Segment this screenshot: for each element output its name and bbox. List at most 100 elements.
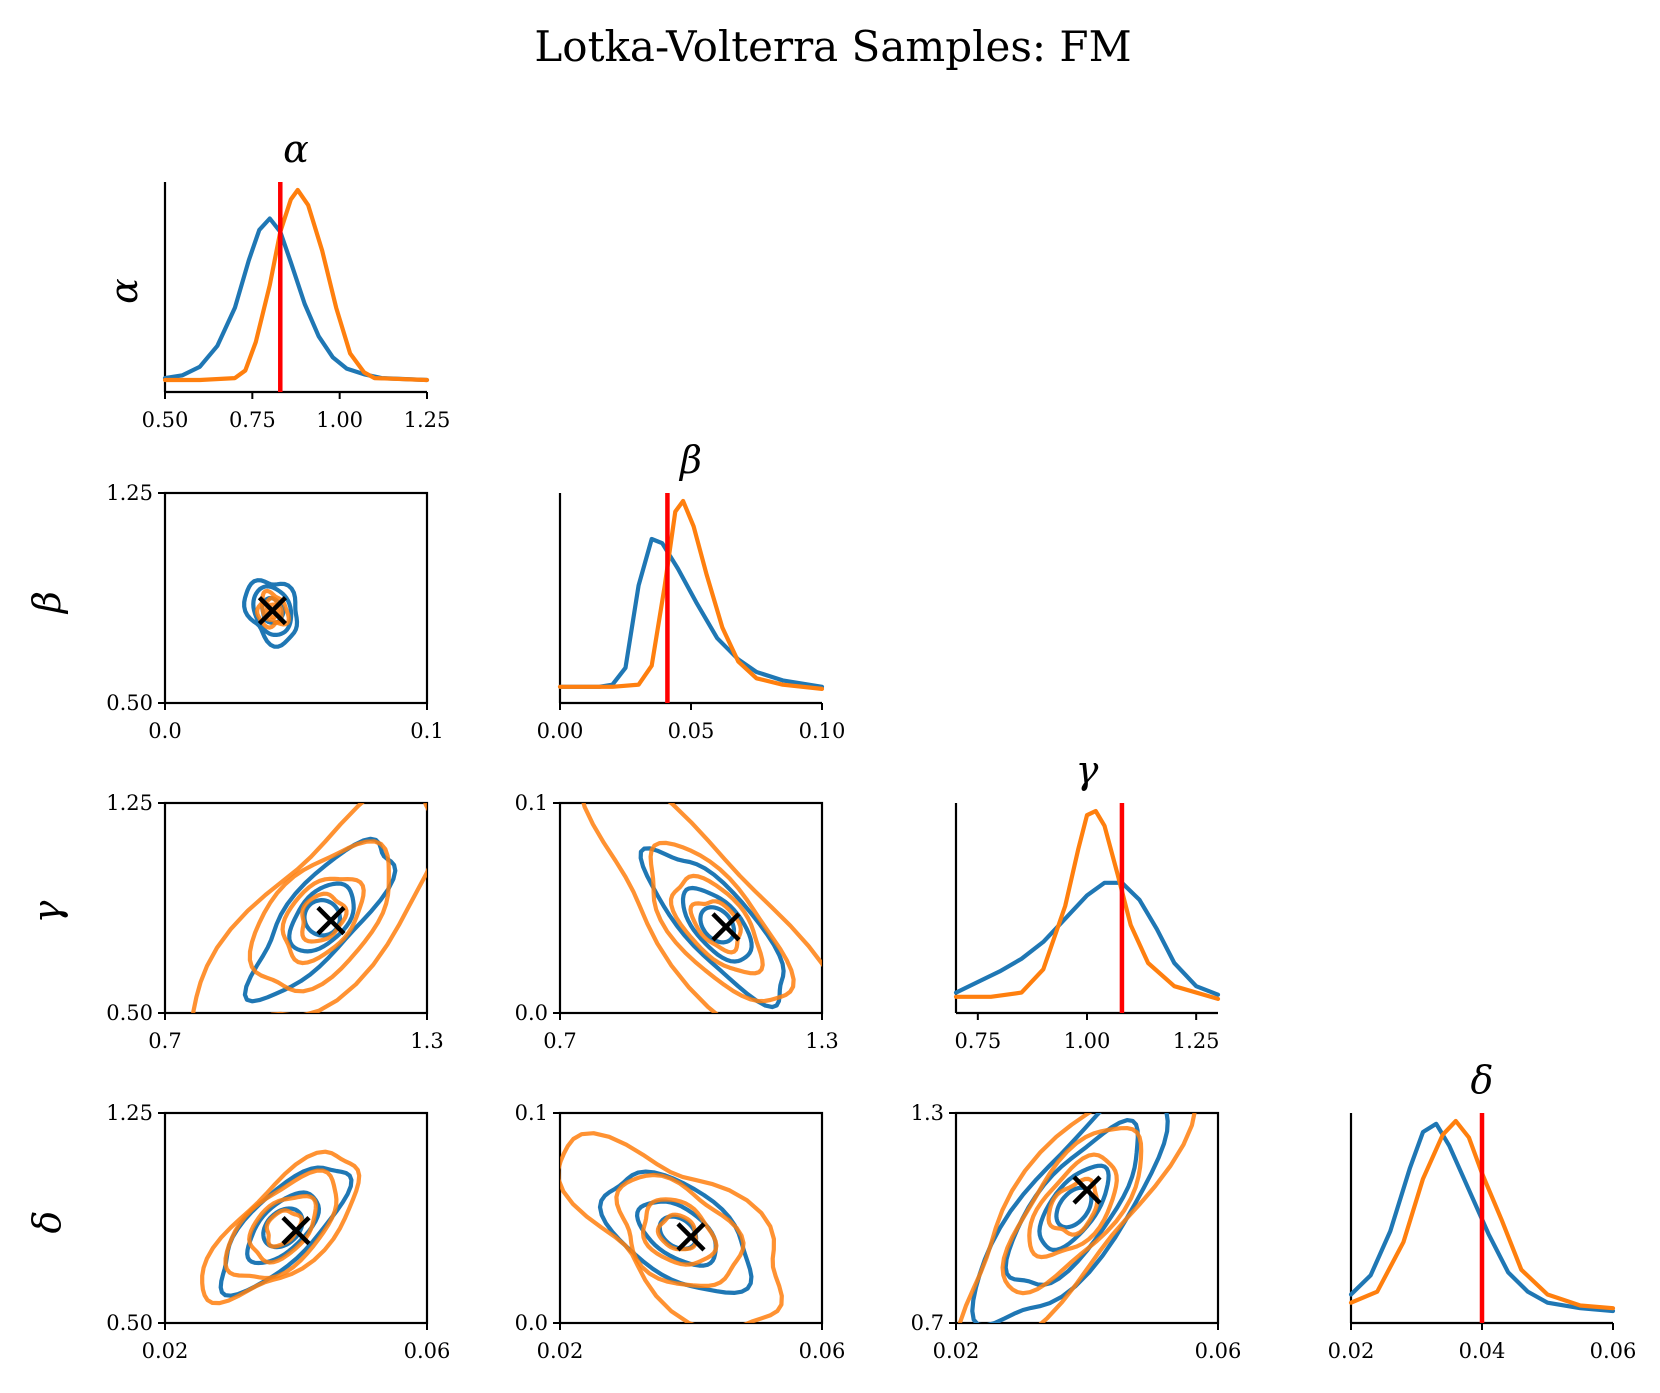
contour-series-b (614, 1172, 746, 1288)
x-tick-label: 1.00 (316, 408, 363, 432)
diag-title: β (678, 438, 702, 482)
diag-title: γ (1076, 748, 1099, 792)
contour-panel-gamma-beta: 0.7 1.3 0.0 0.1 (515, 791, 839, 1053)
row-label: β (25, 591, 69, 615)
x-tick-label: 0.02 (1328, 1339, 1375, 1363)
contour-series-a (638, 846, 786, 1010)
x-tick-label: 0.10 (799, 719, 846, 743)
contour-series-a (302, 898, 342, 938)
marginal-series-b (557, 498, 825, 691)
diag-title: α (283, 127, 309, 171)
y-tick-label: 1.25 (106, 481, 153, 505)
y-tick-label: 1.3 (911, 1101, 944, 1125)
x-tick-label: 0.06 (799, 1339, 846, 1363)
x-tick-label: 1.3 (805, 1029, 838, 1053)
x-tick-label: 0.06 (1195, 1339, 1242, 1363)
diag-panel-gamma: 0.75 1.00 1.25 γ (953, 748, 1221, 1053)
diag-panel-delta: 0.02 0.04 0.06 δ (1328, 1058, 1637, 1363)
contour-group (560, 1131, 784, 1323)
contour-panel-gamma-alpha: 0.7 1.3 0.50 1.25 γ (25, 791, 444, 1053)
contour-group (581, 803, 822, 1013)
diag-panel-alpha: 0.50 0.75 1.00 1.25 α α (102, 127, 450, 432)
x-tick-label: 0.7 (543, 1029, 576, 1053)
y-tick-label: 0.0 (515, 1311, 548, 1335)
contour-panel-delta-beta: 0.02 0.06 0.0 0.1 (515, 1101, 846, 1363)
contour-series-b (280, 876, 366, 966)
panel-frame (163, 1111, 429, 1325)
truth-marker (281, 1216, 311, 1246)
y-tick-label: 1.25 (106, 791, 153, 815)
x-tick-label: 0.75 (229, 408, 276, 432)
contour-series-b (1046, 1176, 1100, 1237)
x-tick-label: 0.06 (404, 1339, 451, 1363)
x-tick-label: 1.25 (404, 408, 451, 432)
x-tick-label: 0.50 (142, 408, 189, 432)
contour-series-a (1003, 1118, 1140, 1287)
x-tick-label: 0.05 (668, 719, 715, 743)
contour-series-a (242, 578, 300, 649)
contour-panel-delta-gamma: 0.02 0.06 0.7 1.3 (911, 1101, 1242, 1363)
marginal-series-a (557, 536, 825, 689)
y-tick-label: 0.1 (515, 791, 548, 815)
contour-series-b (191, 803, 427, 1013)
contour-series-a (251, 584, 294, 637)
contour-series-a (242, 836, 398, 1004)
panel-frame (558, 801, 824, 1015)
y-tick-label: 1.25 (106, 1101, 153, 1125)
contour-series-b (247, 1194, 318, 1265)
contour-series-b (1000, 1126, 1144, 1296)
marginal-series-a (162, 216, 430, 383)
y-tick-label: 0.7 (911, 1311, 944, 1335)
diag-panel-beta: 0.00 0.05 0.10 β (537, 438, 846, 743)
x-tick-label: 0.1 (410, 719, 443, 743)
x-tick-label: 0.7 (148, 1029, 181, 1053)
contour-series-a (1037, 1163, 1111, 1252)
marginal-series-a (953, 880, 1221, 997)
contour-series-b (655, 1212, 698, 1252)
y-tick-label: 0.1 (515, 1101, 548, 1125)
panel-frame (163, 801, 429, 1015)
panels-group: 0.50 0.75 1.00 1.25 α α 0.00 0.05 0.10 β 0.75 1.00 1… (25, 127, 1636, 1363)
contour-series-b (560, 1131, 784, 1323)
x-tick-label: 0.75 (954, 1029, 1001, 1053)
marginal-series-b (1348, 1118, 1616, 1311)
x-tick-label: 0.02 (142, 1339, 189, 1363)
contour-series-b (648, 840, 796, 1004)
row-label: γ (25, 900, 69, 923)
row-label: δ (25, 1211, 69, 1234)
contour-series-b (247, 839, 391, 994)
marginal-series-b (953, 808, 1221, 1001)
diag-title: δ (1471, 1058, 1494, 1102)
figure-title: Lotka-Volterra Samples: FM (534, 22, 1131, 71)
truth-marker (1072, 1175, 1102, 1205)
y-tick-label: 0.50 (106, 1311, 153, 1335)
x-tick-label: 0.00 (537, 719, 584, 743)
contour-group (191, 803, 427, 1013)
contour-series-b (223, 1168, 339, 1281)
marginal-series-a (1348, 1121, 1616, 1314)
truth-marker (676, 1222, 706, 1252)
contour-panel-delta-alpha: 0.02 0.06 0.50 1.25 δ (25, 1101, 450, 1363)
truth-marker (711, 912, 741, 942)
panel-frame (163, 491, 429, 705)
x-tick-label: 0.02 (537, 1339, 584, 1363)
contour-series-a (680, 885, 754, 964)
contour-series-a (970, 1113, 1170, 1323)
contour-series-b (1027, 1152, 1119, 1260)
marginal-series-b (162, 187, 430, 383)
contour-series-b (957, 1113, 1197, 1323)
x-tick-label: 1.00 (1064, 1029, 1111, 1053)
contour-series-b (668, 873, 765, 976)
x-tick-label: 0.06 (1590, 1339, 1637, 1363)
contour-series-b (581, 803, 822, 1013)
contour-series-a (287, 881, 356, 954)
y-tick-label: 0.0 (515, 1001, 548, 1025)
contour-series-b (255, 588, 291, 630)
contour-series-b (300, 891, 349, 944)
truth-marker (257, 596, 288, 626)
contour-series-a (1054, 1185, 1094, 1230)
x-tick-label: 1.25 (1173, 1029, 1220, 1053)
contour-series-b (200, 1149, 362, 1306)
x-tick-label: 0.04 (1459, 1339, 1506, 1363)
